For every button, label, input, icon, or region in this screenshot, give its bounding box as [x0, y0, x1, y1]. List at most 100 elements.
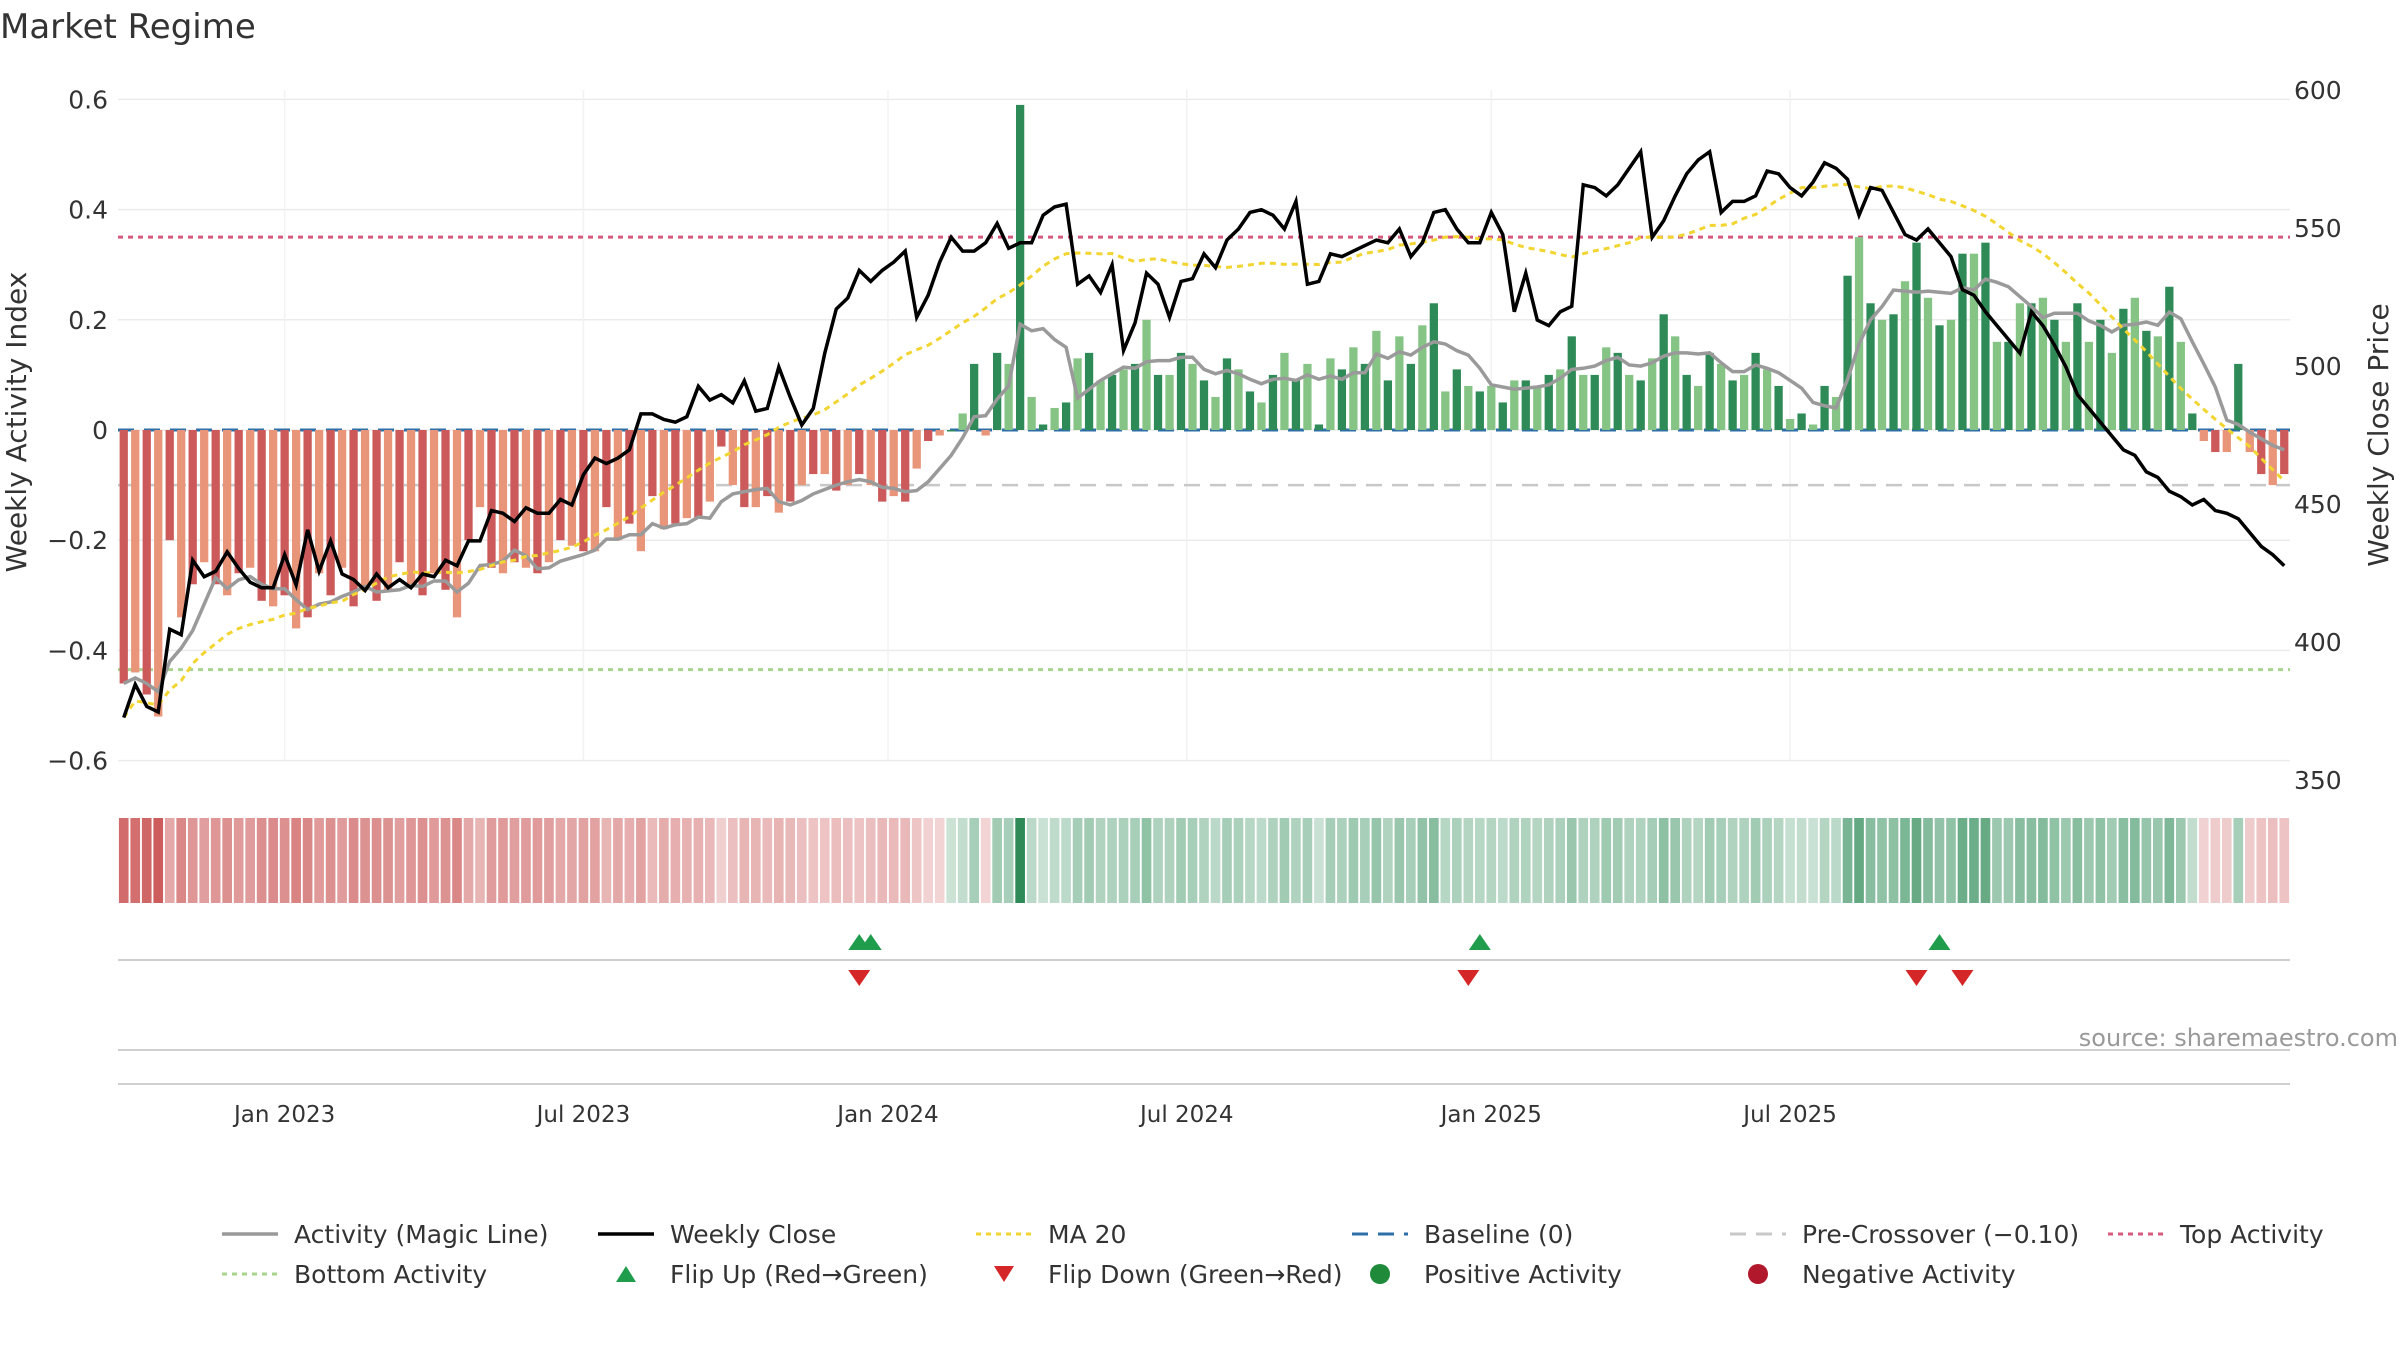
- regime-cell: [1302, 818, 1313, 903]
- activity-bar: [1935, 325, 1944, 430]
- regime-cell: [429, 818, 439, 903]
- regime-cell: [636, 818, 646, 903]
- activity-bar: [372, 430, 381, 601]
- regime-cell: [222, 818, 233, 903]
- regime-cell: [2187, 818, 2198, 903]
- right-tick-label: 400: [2294, 628, 2342, 657]
- flip-up-marker: [1928, 934, 1951, 950]
- regime-cell: [1118, 818, 1129, 903]
- legend-swatch: [1370, 1264, 1390, 1284]
- activity-bar: [2084, 341, 2094, 430]
- activity-bar: [1556, 369, 1565, 430]
- regime-cell: [819, 818, 830, 903]
- regime-cell: [1084, 818, 1094, 903]
- activity-bar: [1567, 336, 1576, 430]
- activity-bar: [2061, 341, 2071, 430]
- activity-bar: [1291, 380, 1301, 430]
- regime-cell: [245, 818, 255, 903]
- regime-cell: [1268, 818, 1278, 903]
- regime-cell: [1233, 818, 1244, 903]
- regime-cell: [1463, 818, 1474, 903]
- regime-cell: [1325, 818, 1336, 903]
- regime-cell: [268, 818, 278, 903]
- activity-bar: [2165, 286, 2174, 430]
- legend-label: Negative Activity: [1802, 1260, 2016, 1289]
- activity-bar: [1314, 424, 1324, 430]
- activity-bar: [2199, 430, 2208, 442]
- legend-item: Bottom Activity: [222, 1260, 487, 1289]
- regime-cell: [2015, 818, 2025, 903]
- x-axis-ticks: Jan 2023 Jul 2023 Jan 2024 Jul 2024 Jan 2025…: [232, 1102, 1837, 1128]
- regime-cell: [842, 818, 853, 903]
- regime-cell: [1256, 818, 1267, 903]
- activity-bar: [602, 430, 611, 508]
- activity-bar: [1820, 385, 1829, 430]
- activity-bar: [2245, 430, 2254, 453]
- regime-cell: [773, 818, 784, 903]
- regime-cell: [934, 818, 945, 903]
- legend-swatch: [1748, 1264, 1768, 1284]
- regime-cell: [705, 818, 715, 903]
- activity-bar: [257, 430, 266, 601]
- regime-cell: [1130, 818, 1140, 903]
- activity-bar: [1119, 369, 1128, 430]
- activity-bar: [314, 430, 324, 574]
- regime-cell: [555, 818, 566, 903]
- regime-cell: [1842, 818, 1853, 903]
- activity-bar: [947, 430, 956, 432]
- activity-bar: [740, 430, 749, 508]
- legend-swatch: [616, 1266, 636, 1282]
- activity-bar: [510, 430, 519, 563]
- legend-label: Flip Down (Green→Red): [1048, 1260, 1343, 1289]
- activity-bar: [866, 430, 875, 486]
- activity-bar: [280, 430, 289, 596]
- activity-bar: [2015, 303, 2025, 430]
- activity-bar: [763, 430, 772, 497]
- regime-cell: [1072, 818, 1083, 903]
- activity-bar: [2234, 363, 2243, 430]
- activity-bar: [1257, 402, 1266, 430]
- regime-cell: [1992, 818, 2002, 903]
- activity-bar: [165, 430, 174, 541]
- regime-cell: [750, 818, 761, 903]
- activity-bar: [671, 430, 680, 524]
- activity-bar: [832, 430, 841, 491]
- activity-bar: [1912, 242, 1921, 430]
- legend-item: Pre-Crossover (−0.10): [1730, 1220, 2079, 1249]
- regime-cell: [1417, 818, 1428, 903]
- activity-bar: [1199, 380, 1209, 430]
- regime-cell: [739, 818, 750, 903]
- regime-cell: [888, 818, 899, 903]
- regime-cell: [2153, 818, 2163, 903]
- regime-cell: [865, 818, 876, 903]
- legend-item: Negative Activity: [1748, 1260, 2016, 1289]
- activity-bar: [878, 430, 887, 502]
- regime-cell: [1509, 818, 1520, 903]
- regime-cell: [1532, 818, 1543, 903]
- regime-cell: [1969, 818, 1979, 903]
- activity-bar: [2096, 319, 2105, 430]
- activity-bar: [142, 430, 151, 695]
- activity-bar: [567, 430, 577, 546]
- regime-cell: [1923, 818, 1933, 903]
- regime-cell: [521, 818, 531, 903]
- lower-panel: [118, 1049, 2290, 1085]
- activity-bar: [326, 430, 335, 596]
- activity-bar: [1544, 374, 1553, 430]
- activity-bar: [2280, 430, 2289, 475]
- ma20-line: [122, 183, 2286, 719]
- activity-bar: [1613, 352, 1622, 430]
- activity-bar: [1337, 369, 1347, 430]
- activity-bar: [1694, 385, 1703, 430]
- y-axis-left-label: Weekly Activity Index: [0, 272, 33, 573]
- activity-bar: [521, 430, 531, 568]
- left-tick-label: −0.6: [47, 747, 108, 776]
- legend-item: MA 20: [976, 1220, 1126, 1249]
- activity-bar: [981, 430, 990, 436]
- regime-strip: [118, 818, 2290, 903]
- activity-bar: [1797, 413, 1806, 430]
- regime-cell: [2072, 818, 2083, 903]
- activity-bar: [1992, 341, 2002, 430]
- regime-cell: [1946, 818, 1956, 903]
- regime-cell: [1543, 818, 1554, 903]
